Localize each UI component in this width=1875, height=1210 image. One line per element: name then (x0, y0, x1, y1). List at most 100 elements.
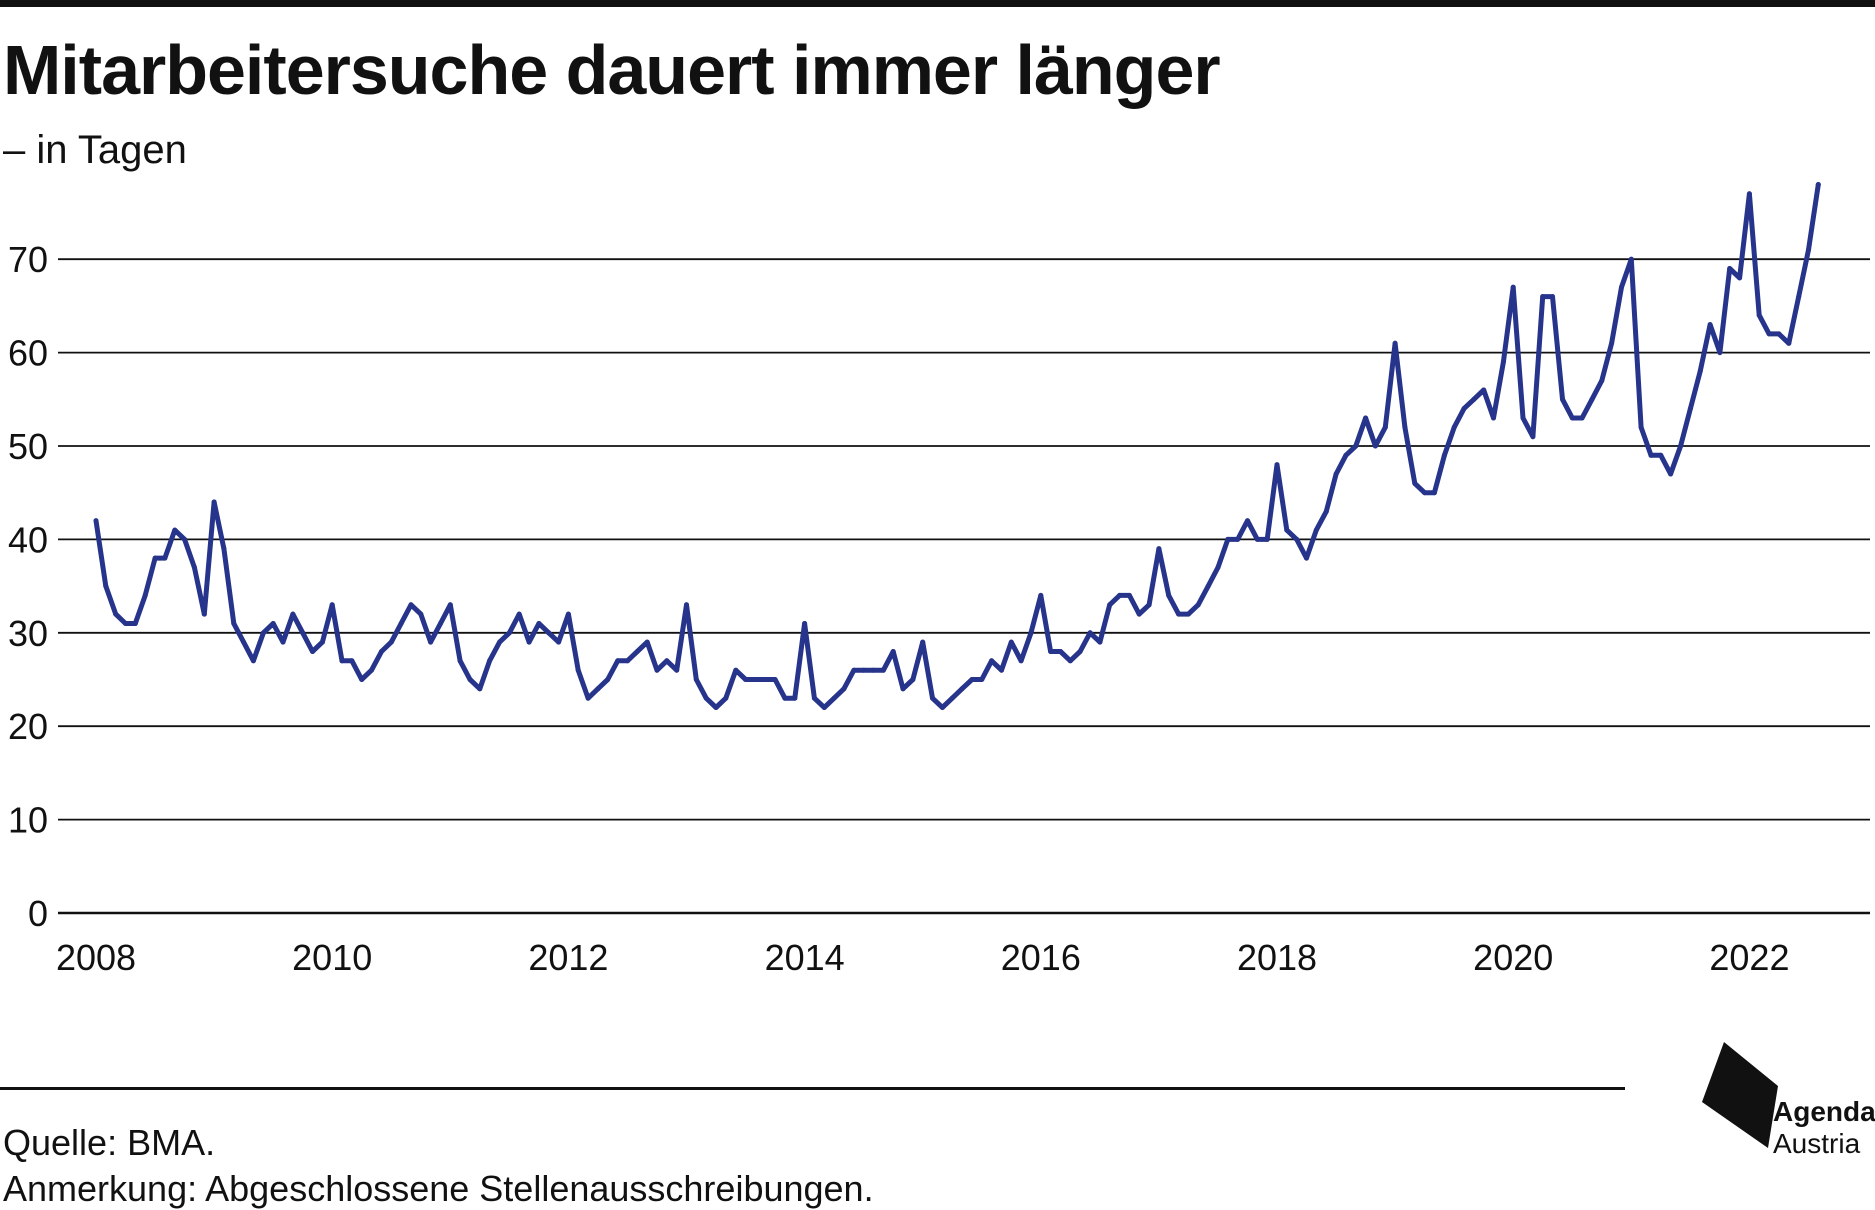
x-tick-label: 2020 (1473, 937, 1553, 978)
data-point (162, 555, 168, 561)
data-point (565, 611, 571, 617)
gridlines (58, 258, 1870, 915)
data-point (1520, 415, 1526, 421)
data-point (752, 677, 758, 682)
data-point (467, 677, 473, 682)
data-point (1392, 340, 1398, 346)
data-point (743, 677, 749, 682)
data-point (930, 695, 935, 701)
data-point (1087, 630, 1093, 636)
series-layer (93, 182, 1821, 710)
data-point (1353, 443, 1359, 449)
data-point (1609, 340, 1615, 346)
data-point (1471, 396, 1477, 402)
data-point (300, 630, 306, 636)
y-tick-label: 0 (28, 893, 48, 934)
data-point (802, 621, 808, 626)
y-tick-label: 30 (8, 613, 48, 654)
data-point (123, 621, 128, 626)
y-axis-ticks: 0 10 20 30 40 50 60 70 (8, 239, 48, 934)
data-point (1500, 359, 1506, 365)
data-point (1028, 630, 1034, 636)
data-point (1107, 602, 1113, 608)
data-point (339, 658, 345, 664)
data-point (1658, 452, 1664, 458)
data-point (1235, 536, 1241, 542)
data-point (851, 667, 857, 673)
x-tick-label: 2014 (765, 937, 845, 978)
line-chart: 0 10 20 30 40 50 60 70 2008 2010 2012 2014 2016 2018… (8, 182, 1870, 978)
data-point (1402, 424, 1408, 430)
data-point (871, 667, 876, 673)
data-point (1176, 611, 1182, 617)
x-tick-label: 2018 (1237, 937, 1317, 978)
data-point (1038, 592, 1044, 598)
y-tick-label: 70 (8, 239, 48, 280)
data-point (1195, 602, 1201, 608)
data-point (1146, 602, 1152, 608)
data-point (1136, 611, 1142, 617)
data-point (1619, 284, 1624, 290)
data-point (1274, 462, 1280, 468)
data-point (1372, 443, 1378, 449)
data-point (1796, 294, 1802, 300)
data-point (290, 611, 296, 617)
data-point (408, 602, 414, 608)
data-point (605, 677, 611, 682)
data-point (1481, 387, 1487, 393)
data-point (152, 555, 158, 561)
data-point (1510, 284, 1516, 290)
data-point (398, 621, 404, 626)
data-point (1205, 583, 1211, 589)
footer-rule (0, 1087, 1625, 1090)
data-point (1687, 406, 1693, 412)
data-point (1530, 434, 1536, 440)
data-point (1756, 312, 1762, 318)
data-point (1126, 592, 1132, 598)
data-point (1323, 508, 1329, 514)
y-tick-label: 20 (8, 706, 48, 747)
logo-mark-icon (1702, 1042, 1778, 1148)
data-point (625, 658, 630, 664)
data-point (772, 677, 778, 682)
data-point (1156, 546, 1162, 552)
data-point (1806, 247, 1811, 253)
data-point (1678, 443, 1684, 449)
data-point (319, 639, 325, 645)
data-point (1166, 592, 1172, 598)
data-point (516, 611, 522, 617)
data-point (615, 658, 621, 664)
data-point (310, 649, 315, 654)
data-point (821, 705, 827, 710)
data-point (1766, 331, 1772, 337)
data-point (142, 592, 148, 598)
data-point (890, 649, 896, 654)
data-point (487, 658, 493, 664)
x-tick-label: 2008 (56, 937, 136, 978)
data-point (1284, 527, 1290, 533)
data-point (1717, 350, 1723, 356)
data-point (999, 667, 1004, 673)
data-point (1569, 415, 1575, 421)
data-point (1067, 658, 1073, 664)
data-point (575, 667, 581, 673)
data-point (211, 499, 217, 505)
data-point (497, 639, 503, 645)
data-point (250, 658, 256, 664)
data-point (762, 677, 768, 682)
x-tick-label: 2012 (528, 937, 608, 978)
y-tick-label: 10 (8, 800, 48, 841)
data-point (191, 564, 197, 570)
chart-title: Mitarbeitersuche dauert immer länger (3, 31, 1221, 109)
data-point (959, 686, 965, 692)
chart-subtitle: – in Tagen (3, 128, 187, 172)
data-point (634, 649, 640, 654)
data-point (1776, 331, 1782, 337)
data-point (684, 602, 689, 608)
data-point (1313, 527, 1319, 533)
data-point (1422, 490, 1428, 496)
data-point (506, 630, 512, 636)
data-point (1245, 518, 1250, 524)
data-point (792, 695, 798, 701)
x-tick-label: 2022 (1709, 937, 1789, 978)
